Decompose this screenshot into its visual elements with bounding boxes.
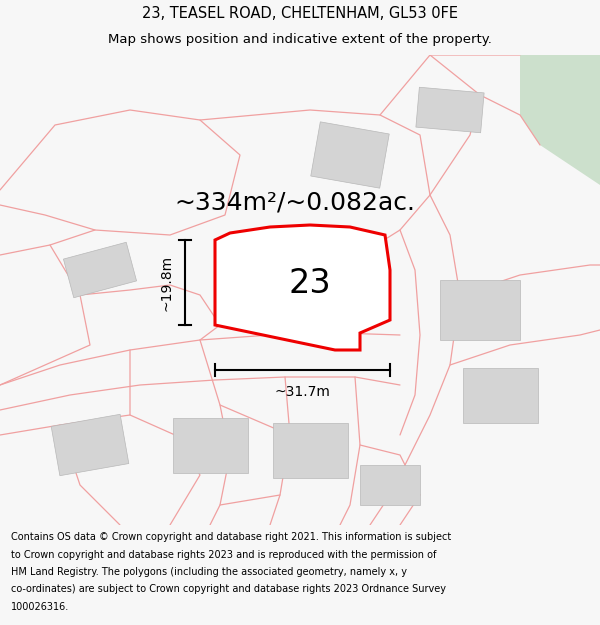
Polygon shape bbox=[215, 225, 390, 350]
Text: co-ordinates) are subject to Crown copyright and database rights 2023 Ordnance S: co-ordinates) are subject to Crown copyr… bbox=[11, 584, 446, 594]
Text: ~31.7m: ~31.7m bbox=[275, 385, 331, 399]
Polygon shape bbox=[360, 465, 420, 505]
Polygon shape bbox=[272, 422, 347, 478]
Text: 100026316.: 100026316. bbox=[11, 602, 69, 612]
Polygon shape bbox=[173, 418, 248, 472]
Polygon shape bbox=[64, 242, 137, 298]
Text: Contains OS data © Crown copyright and database right 2021. This information is : Contains OS data © Crown copyright and d… bbox=[11, 532, 451, 542]
Polygon shape bbox=[463, 368, 538, 423]
Polygon shape bbox=[311, 122, 389, 188]
Text: HM Land Registry. The polygons (including the associated geometry, namely x, y: HM Land Registry. The polygons (includin… bbox=[11, 567, 407, 577]
Text: 23, TEASEL ROAD, CHELTENHAM, GL53 0FE: 23, TEASEL ROAD, CHELTENHAM, GL53 0FE bbox=[142, 6, 458, 21]
Text: Map shows position and indicative extent of the property.: Map shows position and indicative extent… bbox=[108, 33, 492, 46]
Polygon shape bbox=[416, 88, 484, 132]
Polygon shape bbox=[520, 55, 600, 185]
Text: ~19.8m: ~19.8m bbox=[160, 254, 174, 311]
Text: ~334m²/~0.082ac.: ~334m²/~0.082ac. bbox=[175, 191, 415, 215]
Text: 23: 23 bbox=[289, 267, 331, 300]
Polygon shape bbox=[440, 280, 520, 340]
Text: to Crown copyright and database rights 2023 and is reproduced with the permissio: to Crown copyright and database rights 2… bbox=[11, 549, 436, 559]
Polygon shape bbox=[51, 414, 129, 476]
